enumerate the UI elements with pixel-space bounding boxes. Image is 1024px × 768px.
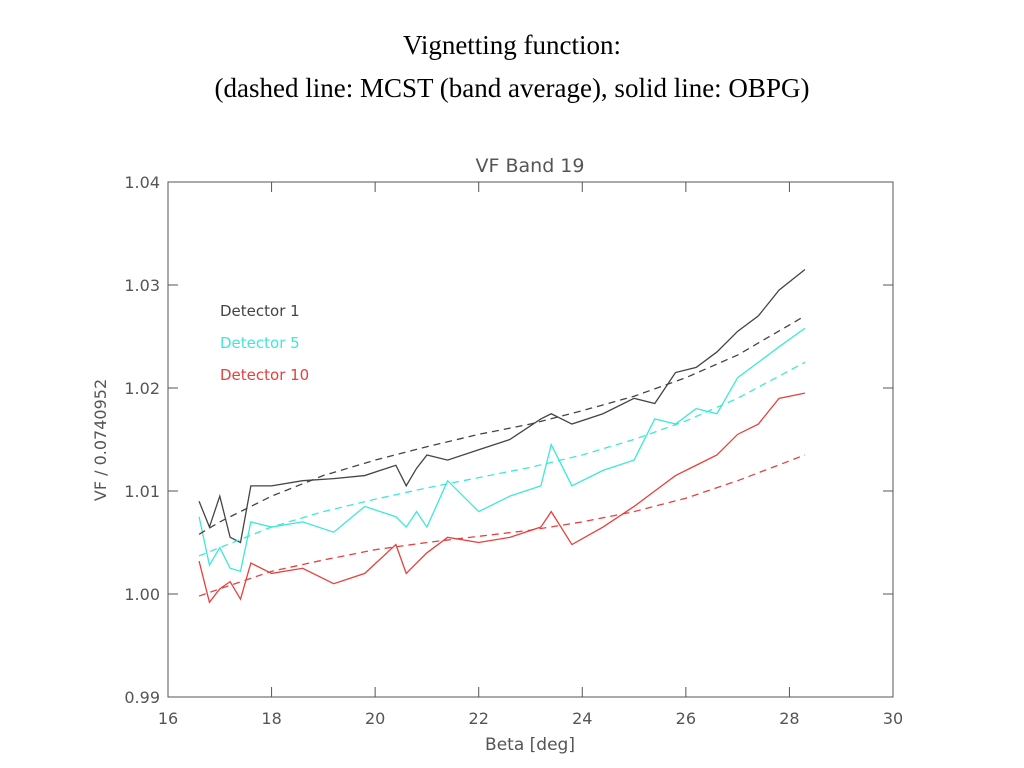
x-tick-label: 26 <box>676 709 696 728</box>
y-axis-label: VF / 0.0740952 <box>91 379 110 501</box>
y-tick-label: 1.00 <box>124 585 160 604</box>
y-tick-label: 1.02 <box>124 379 160 398</box>
x-tick-label: 22 <box>469 709 489 728</box>
x-tick-label: 20 <box>365 709 385 728</box>
y-tick-label: 1.01 <box>124 482 160 501</box>
chart-title: VF Band 19 <box>476 155 585 177</box>
plot-frame <box>167 181 894 698</box>
legend-entry: Detector 1 <box>220 302 300 320</box>
y-tick-label: 1.04 <box>124 173 160 192</box>
x-tick-label: 24 <box>572 709 592 728</box>
x-axis-label: Beta [deg] <box>485 735 575 755</box>
y-tick-label: 0.99 <box>124 688 160 707</box>
heading-line: Vignetting function: <box>403 30 621 60</box>
series-line <box>198 361 806 557</box>
y-tick-label: 1.03 <box>124 276 160 295</box>
series-line <box>198 392 806 604</box>
x-tick-label: 30 <box>883 709 903 728</box>
x-tick-label: 16 <box>158 709 178 728</box>
series-line <box>198 269 806 544</box>
series-line <box>198 454 806 597</box>
legend-entry: Detector 5 <box>220 334 300 352</box>
heading-line: (dashed line: MCST (band average), solid… <box>215 73 810 103</box>
x-tick-label: 28 <box>779 709 799 728</box>
series-line <box>198 327 806 573</box>
legend-entry: Detector 10 <box>220 366 309 384</box>
x-tick-label: 18 <box>261 709 281 728</box>
